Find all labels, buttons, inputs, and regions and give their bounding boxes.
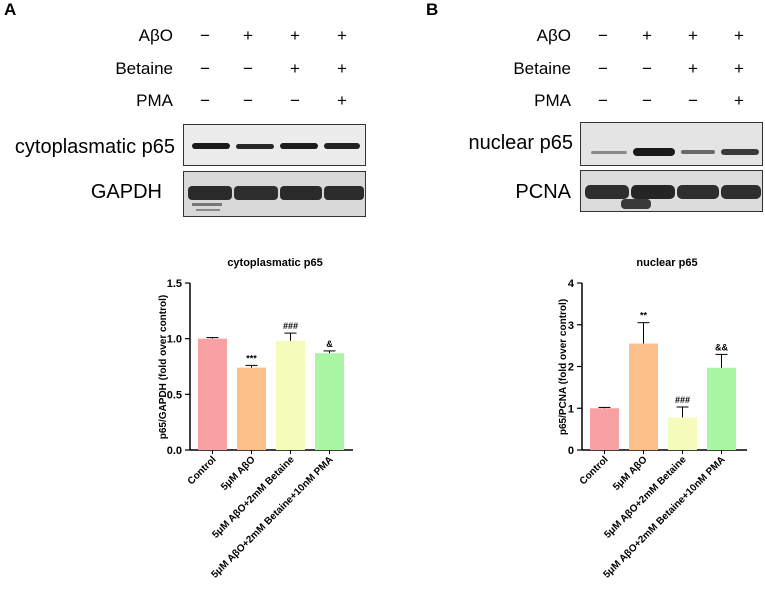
x-tick-label: 5μM AβO xyxy=(611,454,650,493)
sign: + xyxy=(337,26,347,45)
bar xyxy=(198,338,227,450)
blot-bands xyxy=(192,143,360,149)
sign: − xyxy=(243,59,253,78)
band xyxy=(280,186,322,200)
y-tick-label: 2 xyxy=(568,362,574,374)
sign: − xyxy=(642,59,652,78)
sign: − xyxy=(688,91,698,110)
significance-label: ** xyxy=(640,311,648,321)
sign: + xyxy=(642,26,652,45)
x-tick-label: 5μM AβO xyxy=(219,454,258,493)
band xyxy=(234,186,278,200)
band xyxy=(236,144,274,149)
band-smear xyxy=(196,209,220,211)
blot-nuclear-p65-b xyxy=(580,122,763,166)
panel-letter-b: B xyxy=(426,0,439,19)
y-axis-label: p65/GAPDH (fold over control) xyxy=(158,295,169,439)
band xyxy=(631,185,675,199)
blot-bands xyxy=(585,185,761,209)
band xyxy=(721,185,761,199)
blot-pcna-b xyxy=(580,170,763,212)
condition-label-abo-b: AβO xyxy=(536,26,571,45)
chart-title: cytoplasmatic p65 xyxy=(227,257,322,269)
band xyxy=(721,149,759,155)
significance-label: & xyxy=(326,339,333,349)
condition-label-betaine-a: Betaine xyxy=(115,59,173,78)
significance-label: *** xyxy=(246,353,257,363)
bar xyxy=(629,343,658,450)
sign: − xyxy=(200,59,210,78)
condition-label-abo-a: AβO xyxy=(138,26,173,45)
sign: − xyxy=(598,26,608,45)
band xyxy=(188,186,232,200)
blot-label-nuclear-p65: nuclear p65 xyxy=(468,132,573,154)
sign: + xyxy=(688,59,698,78)
condition-label-betaine-b: Betaine xyxy=(513,59,571,78)
chart-title: nuclear p65 xyxy=(636,257,697,269)
band xyxy=(591,151,627,154)
sign: − xyxy=(598,59,608,78)
sign: − xyxy=(200,26,210,45)
y-tick-label: 4 xyxy=(568,278,575,290)
bar xyxy=(668,417,697,450)
blot-gapdh-a xyxy=(183,171,366,217)
bar xyxy=(315,353,344,450)
sign: + xyxy=(688,26,698,45)
sign: + xyxy=(734,91,744,110)
blot-label-cytoplasmatic-p65: cytoplasmatic p65 xyxy=(14,136,175,158)
sign: − xyxy=(642,91,652,110)
sign: + xyxy=(734,26,744,45)
sign: + xyxy=(243,26,253,45)
sign: − xyxy=(200,91,210,110)
bar xyxy=(276,340,305,450)
y-tick-label: 1 xyxy=(568,403,574,415)
band-smear xyxy=(621,199,651,209)
y-tick-label: 0 xyxy=(568,445,574,457)
band xyxy=(681,150,715,154)
significance-label: ### xyxy=(283,321,298,331)
band xyxy=(677,185,719,199)
blot-label-pcna: PCNA xyxy=(515,181,571,203)
y-axis-label: p65/PCNA (fold over control) xyxy=(558,299,569,435)
condition-label-pma-b: PMA xyxy=(534,91,571,110)
band xyxy=(324,186,364,200)
band xyxy=(324,143,360,149)
band xyxy=(280,143,318,149)
y-tick-label: 1.5 xyxy=(167,278,182,290)
sign: − xyxy=(290,91,300,110)
bar xyxy=(590,408,619,450)
x-tick-label: Control xyxy=(186,454,219,487)
sign: + xyxy=(290,26,300,45)
condition-label-pma-a: PMA xyxy=(136,91,173,110)
blot-bands xyxy=(591,148,759,156)
y-tick-label: 1.0 xyxy=(167,334,182,346)
y-tick-label: 0.0 xyxy=(167,445,182,457)
band xyxy=(633,148,675,156)
sign: − xyxy=(243,91,253,110)
significance-label: && xyxy=(715,342,728,352)
blot-label-gapdh: GAPDH xyxy=(90,181,162,203)
band xyxy=(192,143,230,149)
bar xyxy=(237,367,266,450)
band-smear xyxy=(192,203,222,206)
sign: + xyxy=(734,59,744,78)
x-tick-label: Control xyxy=(578,454,611,487)
y-tick-label: 3 xyxy=(568,320,574,332)
blot-cytoplasmatic-p65-a xyxy=(183,124,366,166)
panel-letter-a: A xyxy=(4,0,17,19)
blot-bands xyxy=(188,186,364,211)
y-tick-label: 0.5 xyxy=(167,389,182,401)
sign: + xyxy=(290,59,300,78)
sign: + xyxy=(337,59,347,78)
sign: + xyxy=(337,91,347,110)
significance-label: ### xyxy=(675,395,690,405)
bar xyxy=(707,367,736,450)
band xyxy=(585,185,629,199)
sign: − xyxy=(598,91,608,110)
